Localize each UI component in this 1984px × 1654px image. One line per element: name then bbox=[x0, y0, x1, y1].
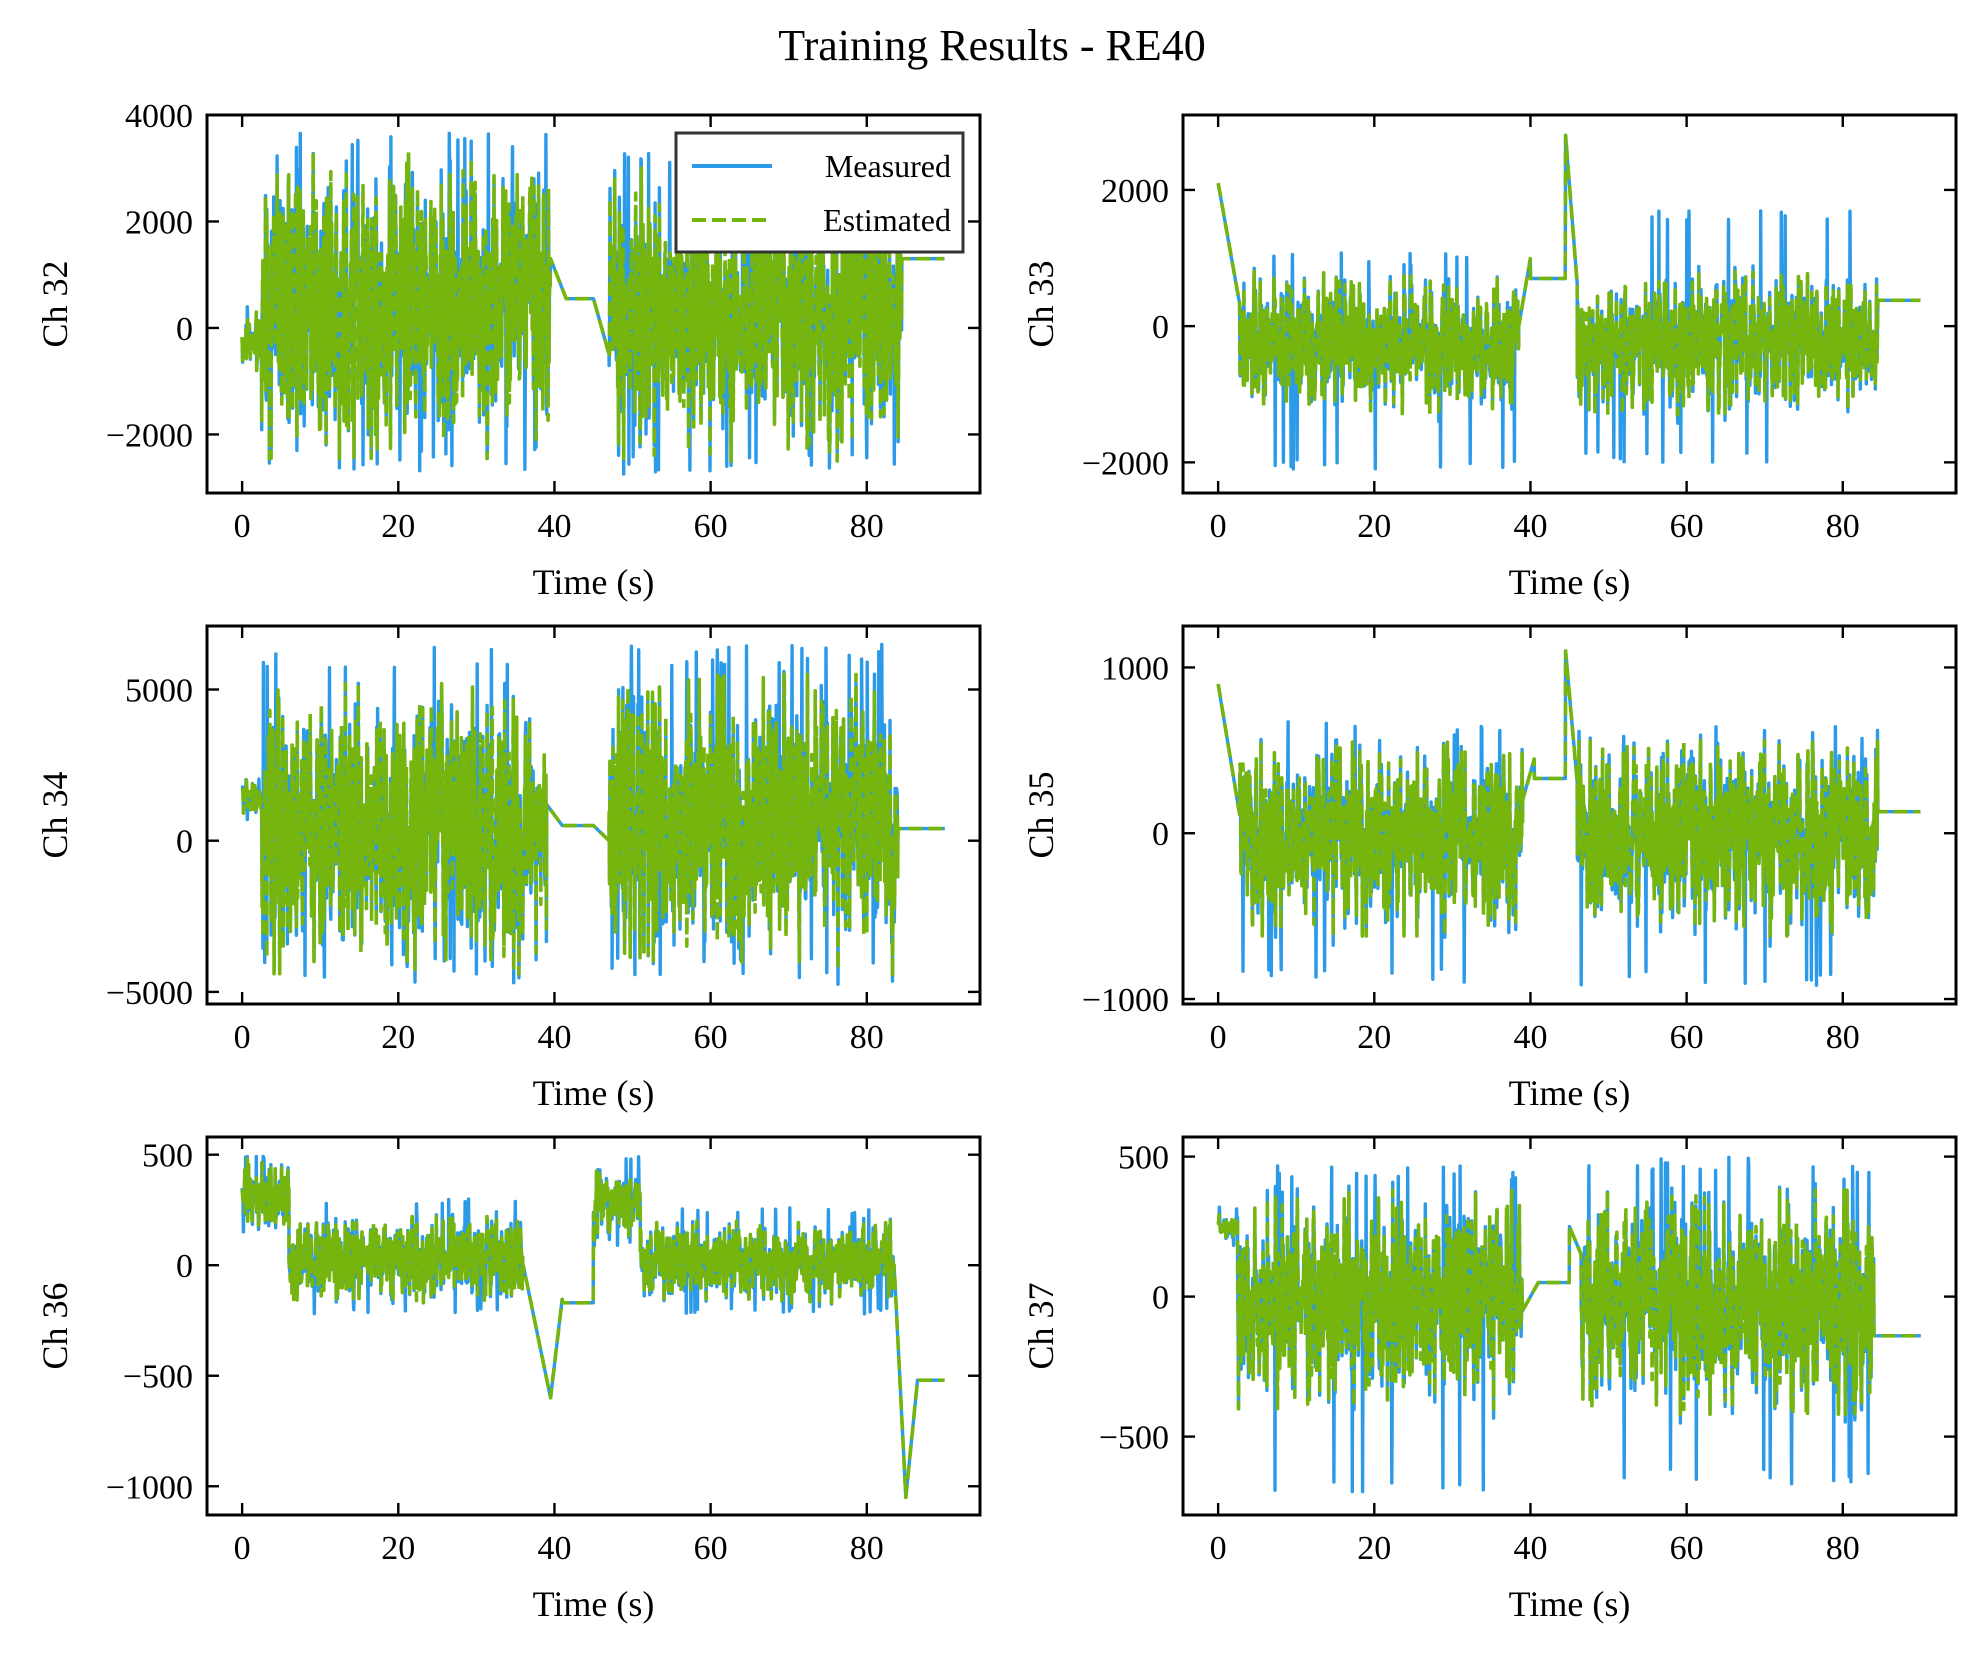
axes-frame bbox=[205, 624, 982, 1006]
y-tick-label: −1000 bbox=[106, 1469, 193, 1506]
y-tick-label: −5000 bbox=[106, 975, 193, 1012]
y-tick-label: 0 bbox=[1152, 816, 1169, 853]
x-tick-label: 0 bbox=[1210, 508, 1227, 545]
x-tick-label: 40 bbox=[537, 1530, 571, 1567]
series-estimated-line bbox=[240, 150, 946, 463]
x-axis-label: Time (s) bbox=[533, 1073, 655, 1113]
x-axis-label: Time (s) bbox=[1509, 1584, 1631, 1624]
axes-frame bbox=[205, 1135, 982, 1517]
x-tick-label: 60 bbox=[694, 508, 728, 545]
x-tick-label: 20 bbox=[381, 508, 415, 545]
chart-panel-3: 0 20 40 60 80 −5000 0 5000 Time (s) Ch 34 bbox=[35, 624, 982, 1113]
x-tick-label: 60 bbox=[694, 1530, 728, 1567]
y-axis-label: Ch 36 bbox=[35, 1282, 75, 1369]
x-axis-label: Time (s) bbox=[1509, 1073, 1631, 1113]
chart-panel-2: 0 20 40 60 80 −2000 0 2000 Time (s) Ch 33 bbox=[1021, 113, 1958, 602]
series-estimated-line bbox=[1216, 649, 1922, 938]
legend: Measured Estimated bbox=[674, 131, 965, 254]
x-tick-label: 40 bbox=[537, 1019, 571, 1056]
chart-panel-4: 0 20 40 60 80 −1000 0 1000 Time (s) Ch 35 bbox=[1021, 624, 1958, 1113]
x-tick-label: 80 bbox=[1826, 508, 1860, 545]
axes-frame bbox=[1181, 1135, 1958, 1517]
axes-frame bbox=[205, 113, 982, 495]
x-tick-label: 0 bbox=[234, 1530, 251, 1567]
series-group bbox=[1216, 133, 1922, 471]
y-axis-label: Ch 35 bbox=[1021, 771, 1061, 858]
x-axis-label: Time (s) bbox=[1509, 562, 1631, 602]
x-tick-label: 60 bbox=[1670, 508, 1704, 545]
y-tick-label: 500 bbox=[1118, 1140, 1169, 1177]
series-group bbox=[1216, 1155, 1923, 1494]
x-tick-label: 20 bbox=[1357, 508, 1391, 545]
series-group bbox=[1216, 649, 1922, 987]
y-tick-label: −2000 bbox=[106, 417, 193, 454]
series-estimated-line bbox=[1216, 1188, 1923, 1416]
y-tick-label: 1000 bbox=[1101, 650, 1169, 687]
legend-box bbox=[674, 131, 965, 254]
y-tick-label: −500 bbox=[1099, 1420, 1169, 1457]
series-group bbox=[240, 131, 946, 476]
x-tick-label: 20 bbox=[1357, 1019, 1391, 1056]
y-tick-label: 5000 bbox=[125, 673, 193, 710]
x-tick-label: 0 bbox=[234, 1019, 251, 1056]
series-estimated-line bbox=[240, 1157, 946, 1500]
x-tick-label: 80 bbox=[850, 1530, 884, 1567]
x-tick-label: 80 bbox=[850, 508, 884, 545]
y-axis-label: Ch 37 bbox=[1021, 1282, 1061, 1369]
x-tick-label: 20 bbox=[381, 1530, 415, 1567]
x-axis-label: Time (s) bbox=[533, 1584, 655, 1624]
y-tick-label: 4000 bbox=[125, 98, 193, 135]
x-tick-label: 80 bbox=[850, 1019, 884, 1056]
series-group bbox=[240, 642, 947, 986]
x-tick-label: 60 bbox=[1670, 1019, 1704, 1056]
y-tick-label: 0 bbox=[176, 824, 193, 861]
x-tick-label: 0 bbox=[1210, 1019, 1227, 1056]
x-tick-label: 60 bbox=[694, 1019, 728, 1056]
chart-panel-1: 0 20 40 60 80 −2000 0 2000 4000 Time (s) Ch 32 Meas… bbox=[35, 98, 982, 602]
x-tick-label: 80 bbox=[1826, 1019, 1860, 1056]
y-tick-label: −500 bbox=[123, 1359, 193, 1396]
y-axis-label: Ch 32 bbox=[35, 260, 75, 347]
y-tick-label: −1000 bbox=[1082, 982, 1169, 1019]
x-tick-label: 0 bbox=[1210, 1530, 1227, 1567]
x-tick-label: 40 bbox=[1513, 1530, 1547, 1567]
legend-measured-label: Measured bbox=[825, 148, 951, 184]
chart-panel-5: 0 20 40 60 80 −1000 −500 0 500 Time (s) Ch 36 bbox=[35, 1135, 982, 1624]
x-axis-label: Time (s) bbox=[533, 562, 655, 602]
x-tick-label: 40 bbox=[1513, 1019, 1547, 1056]
legend-estimated-label: Estimated bbox=[823, 202, 951, 238]
x-tick-label: 60 bbox=[1670, 1530, 1704, 1567]
y-tick-label: 2000 bbox=[125, 204, 193, 241]
figure-title: Training Results - RE40 bbox=[778, 21, 1205, 70]
x-tick-label: 40 bbox=[537, 508, 571, 545]
y-tick-label: 0 bbox=[176, 1248, 193, 1285]
x-tick-label: 20 bbox=[381, 1019, 415, 1056]
x-tick-label: 20 bbox=[1357, 1530, 1391, 1567]
chart-panel-6: 0 20 40 60 80 −500 0 500 Time (s) Ch 37 bbox=[1021, 1135, 1958, 1624]
y-tick-label: 0 bbox=[1152, 1280, 1169, 1317]
series-group bbox=[240, 1154, 946, 1500]
series-estimated-line bbox=[240, 672, 947, 979]
x-tick-label: 0 bbox=[234, 508, 251, 545]
axes-frame bbox=[1181, 624, 1958, 1006]
y-tick-label: 0 bbox=[176, 311, 193, 348]
y-tick-label: 500 bbox=[142, 1138, 193, 1175]
axes-frame bbox=[1181, 113, 1958, 495]
y-axis-label: Ch 33 bbox=[1021, 260, 1061, 347]
y-tick-label: 2000 bbox=[1101, 173, 1169, 210]
series-estimated-line bbox=[1216, 133, 1922, 417]
x-tick-label: 40 bbox=[1513, 508, 1547, 545]
y-tick-label: 0 bbox=[1152, 309, 1169, 346]
x-tick-label: 80 bbox=[1826, 1530, 1860, 1567]
y-axis-label: Ch 34 bbox=[35, 771, 75, 858]
y-tick-label: −2000 bbox=[1082, 445, 1169, 482]
